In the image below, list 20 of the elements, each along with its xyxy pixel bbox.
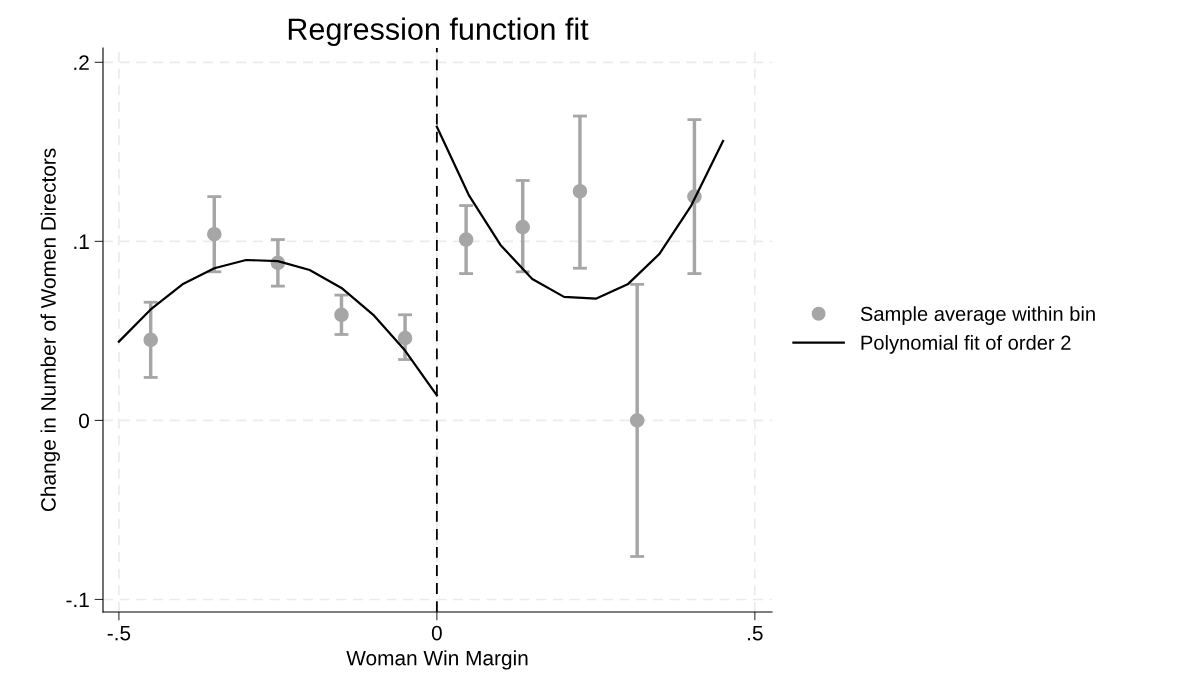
x-tick-label: .5 (748, 625, 763, 641)
point (572, 183, 588, 199)
y-tick-label: -.1 (66, 592, 89, 608)
point (397, 330, 413, 346)
y-tick-label: .2 (74, 55, 89, 70)
point (458, 232, 474, 247)
legend-label: Polynomial fit of order 2 (861, 335, 1071, 354)
point (334, 307, 349, 323)
x-axis-title: Woman Win Margin (346, 650, 528, 670)
point (207, 226, 222, 242)
point (515, 219, 530, 235)
chart-title: Regression function fit (288, 17, 589, 47)
x-tick-label: -.5 (107, 625, 131, 641)
x-tick-label: 0 (431, 625, 442, 641)
y-axis-title: Change in Number of Women Directors (40, 148, 60, 512)
legend-label: Sample average within bin (860, 306, 1095, 325)
y-tick-label: .1 (74, 234, 89, 249)
y-tick-label: 0 (79, 413, 89, 429)
point (629, 413, 645, 428)
point (143, 332, 158, 348)
